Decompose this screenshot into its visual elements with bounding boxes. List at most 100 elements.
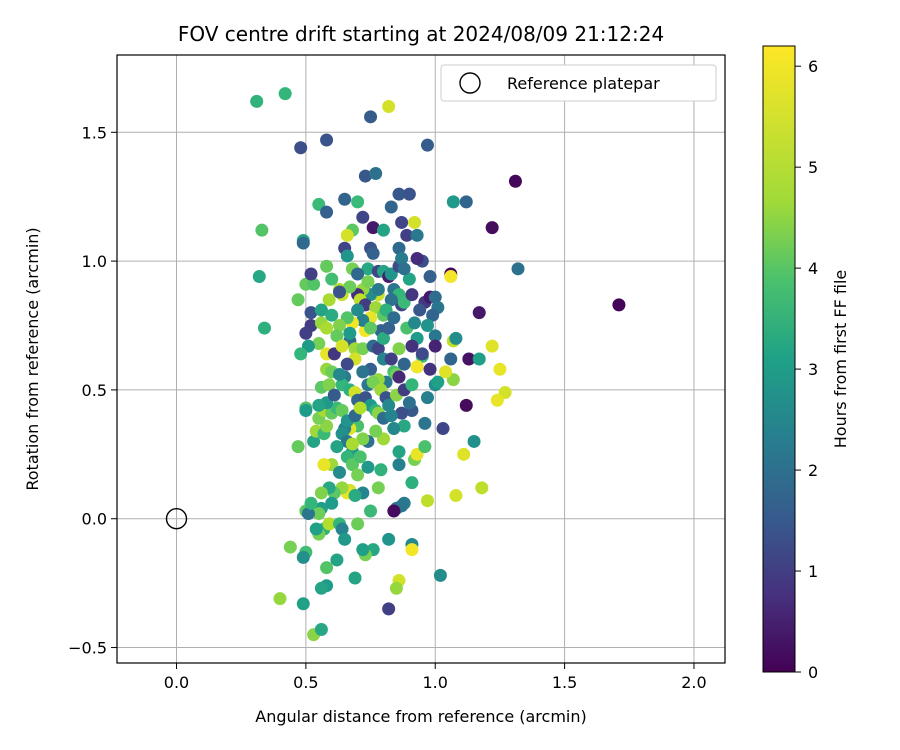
- data-point: [415, 347, 429, 361]
- colorbar-tick-label: 5: [808, 158, 818, 177]
- data-point: [420, 391, 434, 405]
- data-point: [374, 463, 388, 477]
- data-point: [397, 262, 411, 276]
- data-point: [392, 458, 406, 472]
- data-point: [327, 388, 341, 402]
- data-point: [446, 195, 460, 209]
- data-point: [439, 365, 453, 379]
- data-point: [444, 352, 458, 366]
- data-point: [340, 357, 354, 371]
- data-point: [405, 339, 419, 353]
- data-point: [314, 581, 328, 595]
- data-point: [384, 352, 398, 366]
- colorbar-gradient: [762, 45, 796, 673]
- data-point: [304, 496, 318, 510]
- data-point: [291, 293, 305, 307]
- data-point: [314, 623, 328, 637]
- data-point: [294, 141, 308, 155]
- data-point: [345, 437, 359, 451]
- data-point: [353, 401, 367, 415]
- data-point: [371, 342, 385, 356]
- data-point: [364, 504, 378, 518]
- y-tick-label: 1.0: [82, 252, 107, 271]
- data-point: [364, 110, 378, 124]
- data-point: [410, 228, 424, 242]
- grid-lines: [117, 55, 725, 663]
- colorbar-tick-label: 6: [808, 57, 818, 76]
- data-point: [472, 306, 486, 320]
- data-point: [314, 486, 328, 500]
- data-point: [376, 331, 390, 345]
- data-point: [449, 489, 463, 503]
- data-point: [402, 187, 416, 201]
- data-point: [338, 532, 352, 546]
- data-point: [333, 285, 347, 299]
- data-point: [405, 378, 419, 392]
- data-point: [395, 406, 409, 420]
- data-point: [294, 347, 308, 361]
- data-point: [351, 468, 365, 482]
- data-point: [333, 367, 347, 381]
- data-point: [278, 87, 292, 101]
- data-point: [405, 288, 419, 302]
- y-tick-label: 0.5: [82, 381, 107, 400]
- data-point: [255, 223, 269, 237]
- data-point: [433, 568, 447, 582]
- data-point: [392, 241, 406, 255]
- data-point: [330, 440, 344, 454]
- data-point: [392, 187, 406, 201]
- data-point: [353, 450, 367, 464]
- x-tick-label: 2.0: [681, 673, 706, 692]
- data-point: [612, 298, 626, 312]
- data-point: [371, 282, 385, 296]
- y-tick-label: −0.5: [68, 639, 107, 658]
- x-axis-label: Angular distance from reference (arcmin): [255, 707, 586, 726]
- data-point: [301, 507, 315, 521]
- data-point: [335, 339, 349, 353]
- reference-marker-group: [165, 508, 188, 530]
- data-point: [291, 440, 305, 454]
- data-point: [335, 522, 349, 536]
- data-point: [410, 360, 424, 374]
- data-point: [420, 138, 434, 152]
- data-point: [322, 293, 336, 307]
- data-point: [343, 326, 357, 340]
- x-tick-label: 0.5: [293, 673, 318, 692]
- data-point: [420, 494, 434, 508]
- data-point: [410, 252, 424, 266]
- data-point: [333, 465, 347, 479]
- data-point: [348, 571, 362, 585]
- legend-reference-marker: [459, 72, 481, 94]
- data-point: [387, 422, 401, 436]
- legend-box: [440, 64, 717, 102]
- data-point: [405, 476, 419, 490]
- data-point: [462, 352, 476, 366]
- data-point: [320, 321, 334, 335]
- data-point: [257, 321, 271, 335]
- data-point: [364, 321, 378, 335]
- data-point: [397, 419, 411, 433]
- colorbar-label: Hours from first FF file: [831, 270, 850, 449]
- data-point: [472, 352, 486, 366]
- data-point: [371, 481, 385, 495]
- data-point: [314, 303, 328, 317]
- data-point: [356, 365, 370, 379]
- data-point: [366, 246, 380, 260]
- data-point: [304, 306, 318, 320]
- data-point: [382, 602, 396, 616]
- data-point: [395, 252, 409, 266]
- data-point: [392, 445, 406, 459]
- data-point: [299, 326, 313, 340]
- data-point: [312, 398, 326, 412]
- plot-frame: [116, 54, 726, 664]
- data-point: [325, 496, 339, 510]
- data-point: [307, 277, 321, 291]
- data-point: [459, 195, 473, 209]
- data-point: [325, 272, 339, 286]
- data-point: [457, 447, 471, 461]
- data-point: [309, 522, 323, 536]
- data-point: [330, 329, 344, 343]
- data-point: [322, 517, 336, 531]
- data-point: [402, 396, 416, 410]
